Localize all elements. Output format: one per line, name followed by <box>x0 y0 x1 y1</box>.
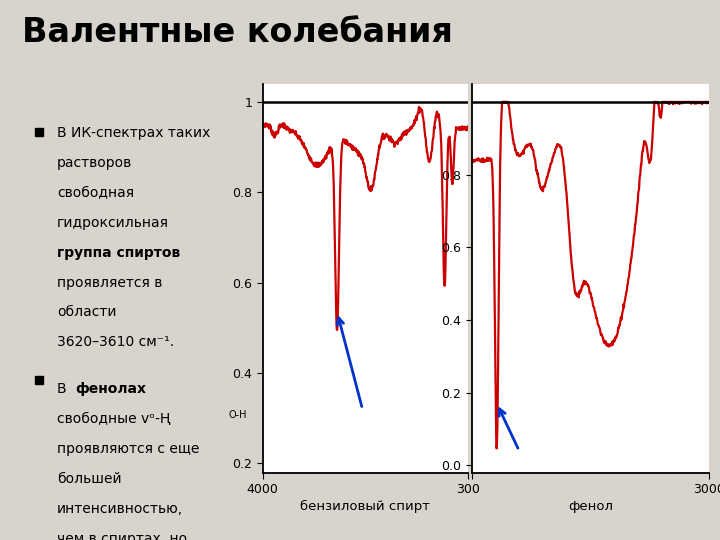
Text: проявляется в: проявляется в <box>57 275 162 289</box>
Text: большей: большей <box>57 471 122 485</box>
Text: В ИК-спектрах таких: В ИК-спектрах таких <box>57 126 210 140</box>
Text: чем в спиртах, но: чем в спиртах, но <box>57 531 187 540</box>
X-axis label: бензиловый спирт: бензиловый спирт <box>300 500 431 513</box>
Text: проявляются с еще: проявляются с еще <box>57 442 199 456</box>
Text: группа спиртов: группа спиртов <box>57 246 180 260</box>
Text: интенсивностью,: интенсивностью, <box>57 502 183 516</box>
Text: свободная: свободная <box>57 186 134 200</box>
Text: гидроксильная: гидроксильная <box>57 215 169 230</box>
Text: свободные vᵒ-Ң: свободные vᵒ-Ң <box>57 412 170 426</box>
Text: В: В <box>57 382 71 396</box>
Text: фенолах: фенолах <box>76 382 146 396</box>
Text: области: области <box>57 306 117 320</box>
Text: 3620–3610 см⁻¹.: 3620–3610 см⁻¹. <box>57 335 174 349</box>
Text: растворов: растворов <box>57 156 132 170</box>
X-axis label: фенол: фенол <box>568 500 613 513</box>
Text: О-Н: О-Н <box>228 410 247 420</box>
Text: Валентные колебания: Валентные колебания <box>22 16 452 49</box>
